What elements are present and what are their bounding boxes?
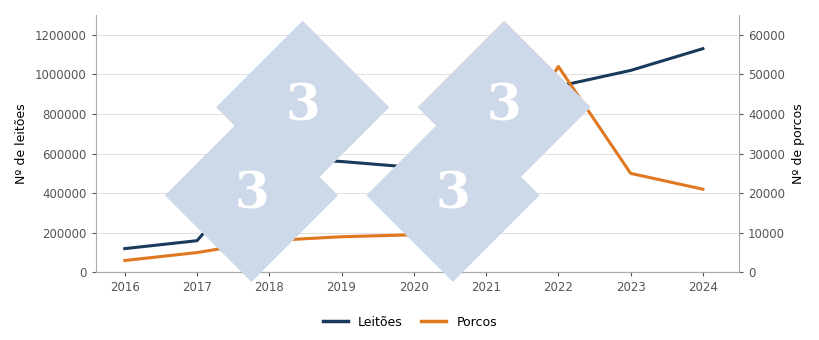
Y-axis label: Nº de porcos: Nº de porcos (791, 103, 804, 184)
Text: 3: 3 (234, 171, 269, 220)
Text: 3: 3 (486, 83, 521, 132)
Y-axis label: Nº de leitões: Nº de leitões (15, 103, 28, 184)
Text: 3: 3 (435, 171, 470, 220)
Legend: Leitões, Porcos: Leitões, Porcos (318, 311, 501, 334)
Text: 3: 3 (285, 83, 319, 132)
